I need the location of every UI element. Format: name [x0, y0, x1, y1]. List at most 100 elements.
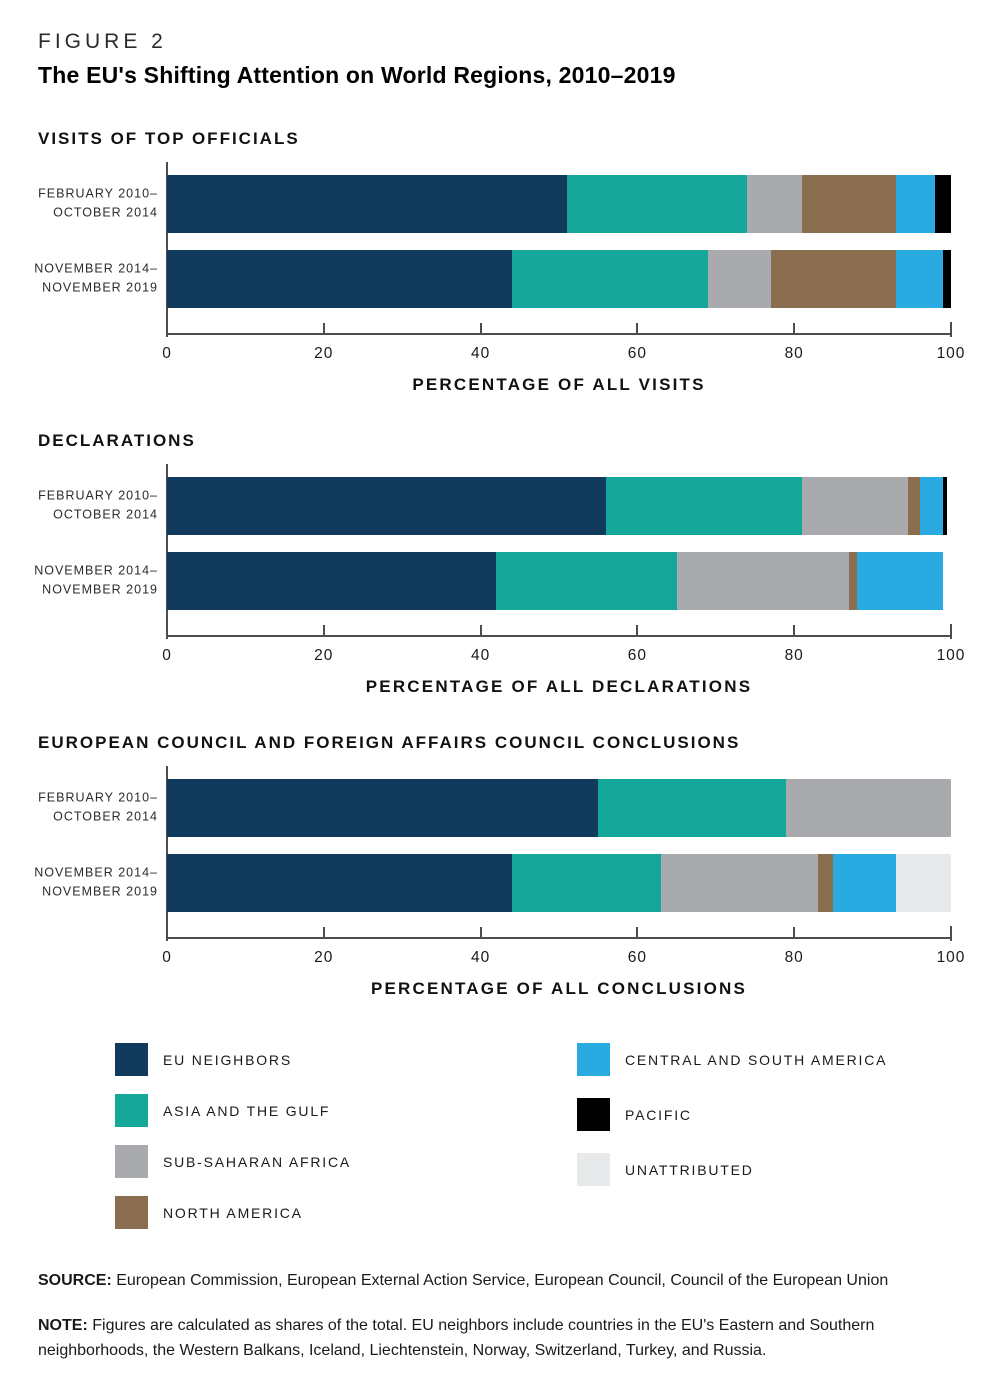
note-label: NOTE:	[38, 1317, 88, 1335]
bar-segment-asia-and-the-gulf	[496, 552, 677, 610]
stacked-bar	[167, 250, 951, 308]
bars-group: FEBRUARY 2010– OCTOBER 2014 NOVEMBER 2014…	[34, 779, 951, 912]
legend-label: CENTRAL AND SOUTH AMERICA	[625, 1051, 888, 1068]
source-label: SOURCE:	[38, 1272, 112, 1289]
axis-tick	[322, 323, 325, 333]
bar-segment-sub-saharan-africa	[786, 779, 951, 837]
axis-tick	[950, 322, 952, 337]
source-text: European Commission, European External A…	[116, 1272, 889, 1289]
bar-segment-sub-saharan-africa	[676, 552, 850, 610]
legend-item-unattributed: UNATTRIBUTED	[577, 1153, 887, 1186]
chart-row: NOVEMBER 2014– NOVEMBER 2019	[34, 854, 951, 912]
bar-segment-sub-saharan-africa	[660, 854, 818, 912]
legend-swatch-central-and-south-america	[577, 1043, 610, 1076]
axis-tick	[636, 927, 639, 937]
axis-tick	[793, 927, 796, 937]
axis-tick-label: 60	[627, 345, 648, 362]
chart-row: NOVEMBER 2014– NOVEMBER 2019	[34, 250, 951, 308]
axis-tick	[166, 624, 168, 639]
bar-segment-unattributed	[896, 854, 951, 912]
axis-tick-label: 20	[314, 647, 334, 664]
legend-item-central-and-south-america: CENTRAL AND SOUTH AMERICA	[577, 1043, 887, 1076]
axis-tick	[793, 323, 796, 333]
legend-swatch-sub-saharan-africa	[115, 1145, 148, 1178]
axis-tick-label: 60	[627, 949, 648, 966]
x-axis-tick-labels: 0 20 40 60 80 100	[162, 637, 964, 667]
bar-segment-central-and-south-america	[833, 854, 897, 912]
axis-tick	[479, 927, 482, 937]
x-axis	[166, 624, 952, 639]
bar-segment-north-america	[770, 250, 897, 308]
bar-segment-eu-neighbors	[167, 552, 497, 610]
legend-label: PACIFIC	[625, 1106, 692, 1123]
note-text: Figures are calculated as shares of the …	[38, 1317, 875, 1359]
axis-tick-label: 20	[314, 949, 334, 966]
chart-section-visits: VISITS OF TOP OFFICIALS FEBRUARY 2010– O…	[34, 129, 970, 395]
chart-row: FEBRUARY 2010– OCTOBER 2014	[38, 779, 951, 837]
bar-segment-central-and-south-america	[896, 175, 936, 233]
axis-tick	[322, 625, 325, 635]
bar-segment-eu-neighbors	[167, 250, 512, 308]
note-line: NOTE: Figures are calculated as shares o…	[38, 1314, 983, 1364]
row-label: FEBRUARY 2010– OCTOBER 2014	[38, 790, 158, 824]
axis-tick	[636, 323, 639, 333]
axis-title-visits: PERCENTAGE OF ALL VISITS	[412, 375, 706, 394]
bar-segment-central-and-south-america	[919, 477, 944, 535]
bar-segment-north-america	[907, 477, 920, 535]
chart-title-declarations: DECLARATIONS	[38, 431, 196, 450]
y-axis-line	[166, 464, 168, 637]
axis-tick-label: 60	[627, 647, 648, 664]
bar-segment-pacific	[943, 250, 951, 308]
legend-swatch-asia-and-the-gulf	[115, 1094, 148, 1127]
row-label: NOVEMBER 2014– NOVEMBER 2019	[34, 563, 158, 597]
chart-row: NOVEMBER 2014– NOVEMBER 2019	[34, 552, 951, 610]
legend-swatch-eu-neighbors	[115, 1043, 148, 1076]
legend-label: SUB-SAHARAN AFRICA	[163, 1153, 351, 1170]
axis-tick-label: 100	[936, 345, 966, 362]
x-axis	[166, 322, 952, 337]
row-label: FEBRUARY 2010– OCTOBER 2014	[38, 186, 158, 220]
axis-tick	[479, 625, 482, 635]
bar-segment-eu-neighbors	[167, 175, 567, 233]
bar-segment-asia-and-the-gulf	[511, 250, 708, 308]
row-label: FEBRUARY 2010– OCTOBER 2014	[38, 488, 158, 522]
legend-column-right: CENTRAL AND SOUTH AMERICA PACIFIC UNATTRIB…	[577, 1043, 887, 1229]
axis-tick	[166, 322, 168, 337]
figure-label: FIGURE 2	[38, 30, 167, 53]
bar-segment-pacific	[935, 175, 951, 233]
chart-title-visits: VISITS OF TOP OFFICIALS	[38, 129, 300, 148]
axis-tick-label: 80	[784, 949, 804, 966]
axis-tick	[322, 927, 325, 937]
axis-tick-label: 0	[162, 647, 172, 664]
stacked-bar	[167, 779, 951, 837]
axis-tick-label: 80	[784, 345, 804, 362]
bar-segment-north-america	[849, 552, 857, 610]
legend-item-pacific: PACIFIC	[577, 1098, 887, 1131]
chart-row: FEBRUARY 2010– OCTOBER 2014	[38, 477, 951, 535]
legend-label: EU NEIGHBORS	[163, 1051, 292, 1068]
figure-title: The EU's Shifting Attention on World Reg…	[38, 62, 676, 88]
legend-label: ASIA AND THE GULF	[163, 1102, 331, 1119]
stacked-bar	[167, 552, 951, 610]
axis-tick	[950, 926, 952, 941]
bar-segment-asia-and-the-gulf	[511, 854, 661, 912]
axis-tick	[950, 624, 952, 639]
legend-swatch-unattributed	[577, 1153, 610, 1186]
bar-segment-asia-and-the-gulf	[566, 175, 748, 233]
bar-segment-central-and-south-america	[856, 552, 944, 610]
chart-section-conclusions: EUROPEAN COUNCIL AND FOREIGN AFFAIRS COU…	[34, 733, 970, 999]
axis-tick-label: 100	[936, 647, 966, 664]
axis-tick	[166, 926, 168, 941]
x-axis-tick-labels: 0 20 40 60 80 100	[162, 335, 964, 365]
bar-segment-eu-neighbors	[167, 477, 607, 535]
bar-segment-sub-saharan-africa	[707, 250, 771, 308]
stacked-bar	[167, 175, 951, 233]
source-line: SOURCE: European Commission, European Ex…	[38, 1269, 970, 1292]
axis-tick-label: 100	[936, 949, 966, 966]
bar-segment-asia-and-the-gulf	[598, 779, 787, 837]
plot-area-declarations: FEBRUARY 2010– OCTOBER 2014 NOVEMBER 2014…	[34, 464, 952, 639]
axis-tick-label: 40	[470, 345, 491, 362]
legend-swatch-north-america	[115, 1196, 148, 1229]
bars-group: FEBRUARY 2010– OCTOBER 2014 NOVEMBER 2014…	[34, 477, 951, 610]
